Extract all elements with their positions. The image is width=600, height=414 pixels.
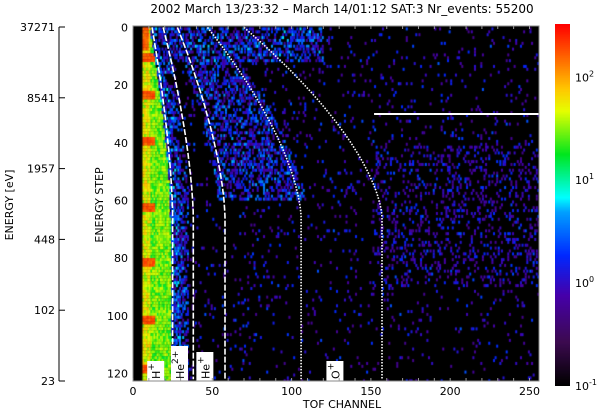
colorbar [555, 24, 570, 386]
x-axis-label: TOF CHANNEL [302, 398, 382, 411]
ion-label-box [147, 361, 165, 381]
energy-tick-label: 448 [34, 233, 55, 246]
ion-label-box [196, 352, 214, 381]
ion-label: O+ [326, 363, 342, 379]
colorbar-tick-label: 102 [575, 69, 594, 84]
ion-label-box [326, 361, 344, 381]
mass-line [151, 27, 174, 380]
colorbar-tick-label: 10-1 [575, 378, 597, 393]
ion-label: He+ [196, 356, 212, 379]
x-tick-label: 250 [519, 385, 540, 398]
energy-tick-label: 1957 [27, 163, 55, 176]
mass-line [162, 27, 195, 380]
plot-frame [132, 25, 540, 382]
mass-lines: H+ He2+ He+ O+ [147, 26, 539, 381]
x-tick-label: 200 [440, 385, 461, 398]
y-tick-label: 20 [114, 79, 128, 92]
energy-tick-label: 102 [34, 304, 55, 317]
energy-tick-label: 8541 [27, 92, 55, 105]
y-tick-label: 100 [107, 310, 128, 323]
y-tick-label: 0 [121, 21, 128, 34]
ion-label: H+ [147, 363, 163, 379]
y-tick-label: 60 [114, 194, 128, 207]
energy-tick-label: 37271 [20, 21, 55, 34]
mass-line [206, 26, 302, 380]
mass-line [176, 27, 226, 380]
colorbar-tick-label: 100 [575, 275, 594, 290]
energy-axis-label: ENERGY [eV] [3, 170, 16, 241]
y-tick-label: 80 [114, 252, 128, 265]
x-tick-label: 0 [130, 385, 137, 398]
x-tick-label: 100 [281, 385, 302, 398]
axes: 0 50 100 150 200 250 0 20 40 60 80 100 120 37271 8541 1… [20, 21, 597, 398]
heatmap-canvas [133, 26, 539, 381]
x-tick-label: 50 [205, 385, 219, 398]
y-tick-label: 40 [114, 137, 128, 150]
mass-line [243, 26, 383, 380]
y-axis-label: ENERGY STEP [93, 167, 106, 243]
ion-label: He2+ [171, 351, 187, 379]
y-tick-label: 120 [107, 368, 128, 381]
x-tick-label: 150 [360, 385, 381, 398]
ion-label-box [170, 346, 188, 381]
energy-tick-label: 23 [41, 375, 55, 388]
chart-title: 2002 March 13/23:32 – March 14/01:12 SAT… [150, 2, 533, 16]
colorbar-tick-label: 101 [575, 172, 594, 187]
